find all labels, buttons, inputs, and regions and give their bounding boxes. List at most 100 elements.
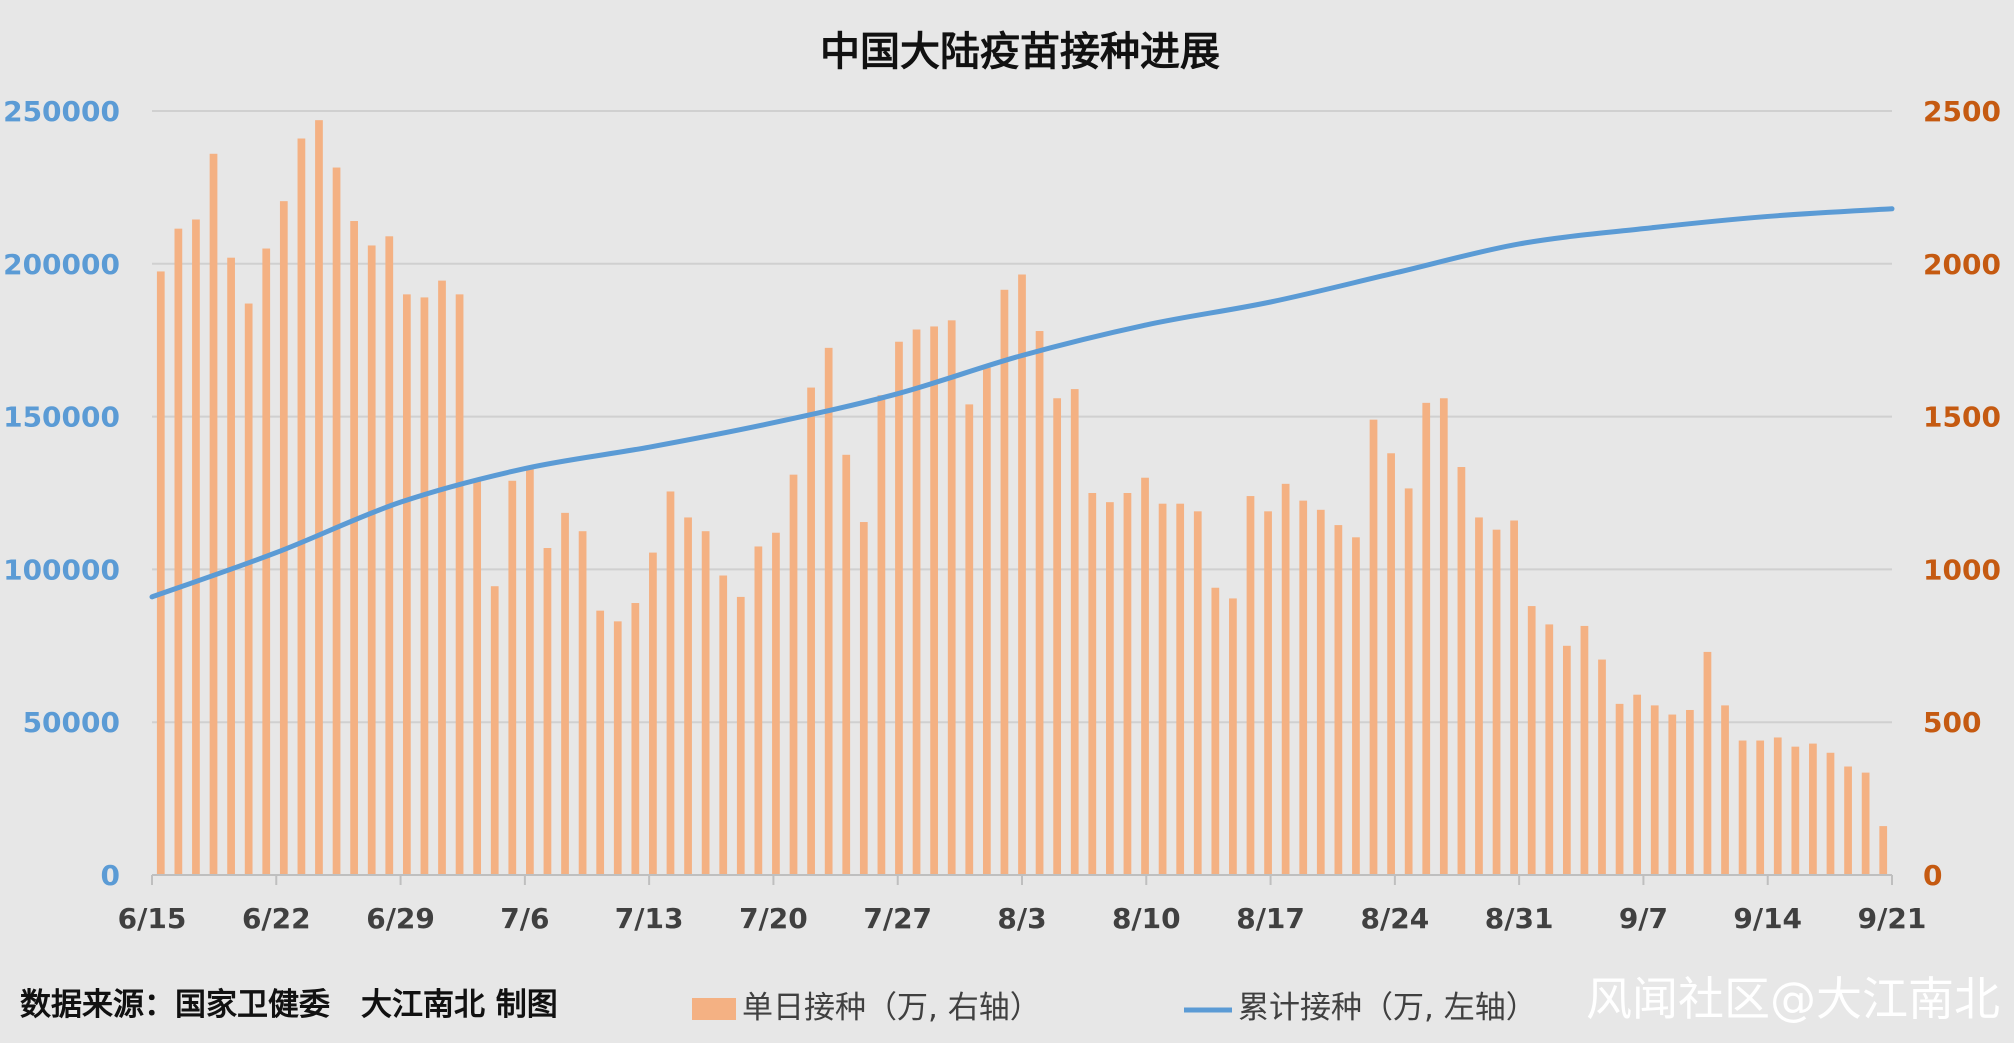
daily-bar [1299, 500, 1308, 875]
daily-bar [1492, 529, 1501, 875]
data-source-note: 数据来源：国家卫健委 大江南北 制图 [20, 987, 558, 1023]
daily-bar [350, 221, 358, 876]
daily-bar [455, 294, 464, 875]
daily-bar [1738, 740, 1747, 875]
cumulative-line-layer [149, 206, 1895, 600]
y-left-tick-label: 150000 [3, 401, 120, 434]
x-tick-label: 8/24 [1361, 902, 1430, 935]
daily-bar [1369, 419, 1378, 875]
daily-bar [649, 552, 657, 875]
daily-bar [789, 474, 798, 875]
y-left-tick-label: 250000 [3, 95, 120, 128]
daily-bar [279, 201, 288, 876]
daily-bar [613, 621, 622, 875]
daily-bar [736, 596, 745, 875]
daily-bar [402, 294, 411, 875]
daily-bars [156, 120, 1888, 876]
x-tick-label: 7/13 [615, 902, 684, 935]
chart-title: 中国大陆疫苗接种进展 [820, 29, 1220, 75]
x-tick-label: 6/15 [118, 902, 187, 935]
daily-bar [807, 387, 815, 875]
daily-bar [332, 167, 341, 875]
daily-bar [1826, 752, 1835, 875]
x-tick-label: 8/3 [997, 902, 1046, 935]
daily-bar [209, 153, 218, 875]
daily-bar [1510, 520, 1518, 875]
daily-bar [244, 303, 253, 875]
cumulative-line [149, 206, 1895, 600]
daily-bar [1018, 274, 1026, 876]
daily-bar [1123, 493, 1132, 875]
daily-bar [1387, 453, 1395, 875]
daily-bar [543, 548, 552, 875]
daily-bar [1352, 537, 1360, 875]
daily-bar [156, 271, 165, 875]
daily-bar [192, 219, 200, 875]
daily-bar [842, 454, 851, 875]
daily-bar [1070, 389, 1079, 875]
daily-bar [1334, 525, 1343, 875]
daily-bar [262, 248, 271, 875]
daily-bar [1229, 598, 1237, 875]
daily-bar [1686, 709, 1694, 875]
daily-bar [1211, 587, 1220, 875]
daily-bar [982, 367, 991, 875]
daily-bar [1141, 477, 1149, 875]
daily-bar [227, 257, 235, 875]
daily-bar [1246, 496, 1255, 875]
daily-bar [1264, 511, 1272, 875]
y-right-tick-label: 0 [1923, 859, 1942, 892]
y-left-tick-label: 100000 [3, 553, 120, 586]
x-tick-label: 7/27 [863, 902, 932, 935]
x-tick-label: 9/7 [1619, 902, 1668, 935]
daily-bar [1527, 606, 1536, 875]
daily-bar [684, 517, 692, 875]
daily-bar [1580, 625, 1589, 875]
daily-bar [385, 236, 394, 875]
daily-bar [1281, 483, 1290, 875]
y-right-tick-label: 1500 [1923, 401, 2001, 434]
daily-bar [578, 531, 587, 875]
daily-bar [1422, 402, 1431, 875]
legend-label-daily: 单日接种（万, 右轴） [742, 990, 1041, 1026]
y-left-tick-label: 200000 [3, 248, 120, 281]
x-tick-label: 7/6 [500, 902, 549, 935]
x-tick-label: 6/22 [242, 902, 311, 935]
daily-bar [1545, 624, 1554, 875]
daily-bar [1791, 746, 1800, 875]
x-tick-label: 8/17 [1236, 902, 1305, 935]
daily-bar [930, 326, 938, 875]
daily-bar [666, 491, 675, 875]
daily-bar [1879, 826, 1888, 875]
daily-bar [912, 329, 921, 875]
watermark: 风闻社区@大江南北 [1586, 972, 2000, 1026]
x-tick-label: 6/29 [366, 902, 435, 935]
daily-bar [701, 531, 710, 875]
daily-bar [174, 228, 183, 875]
daily-bar [1158, 503, 1167, 875]
daily-bar [561, 512, 569, 875]
daily-bar [1844, 766, 1852, 875]
daily-bar [508, 480, 517, 875]
x-tick-label: 9/21 [1858, 902, 1927, 935]
daily-bar [1773, 737, 1782, 875]
daily-bar [1176, 503, 1185, 875]
daily-bar [877, 395, 886, 875]
y-axis-left: 0 50000 100000 150000 200000 250000 [3, 95, 120, 892]
daily-bar [1475, 517, 1483, 875]
daily-bar [1439, 398, 1448, 875]
daily-bar [1316, 509, 1325, 875]
daily-bar [367, 245, 376, 876]
daily-bar [754, 546, 763, 875]
daily-bar [1756, 740, 1765, 875]
daily-bar [965, 404, 974, 875]
y-axis-right: 0 500 1000 1500 2000 2500 [1923, 95, 2001, 892]
daily-bar [1703, 651, 1712, 875]
legend: 单日接种（万, 右轴） 累计接种（万, 左轴） [692, 990, 1537, 1026]
daily-bar [772, 532, 780, 875]
legend-swatch-daily [692, 998, 736, 1020]
y-left-tick-label: 0 [101, 859, 120, 892]
legend-label-cumulative: 累计接种（万, 左轴） [1238, 990, 1537, 1026]
y-right-tick-label: 2000 [1923, 248, 2001, 281]
